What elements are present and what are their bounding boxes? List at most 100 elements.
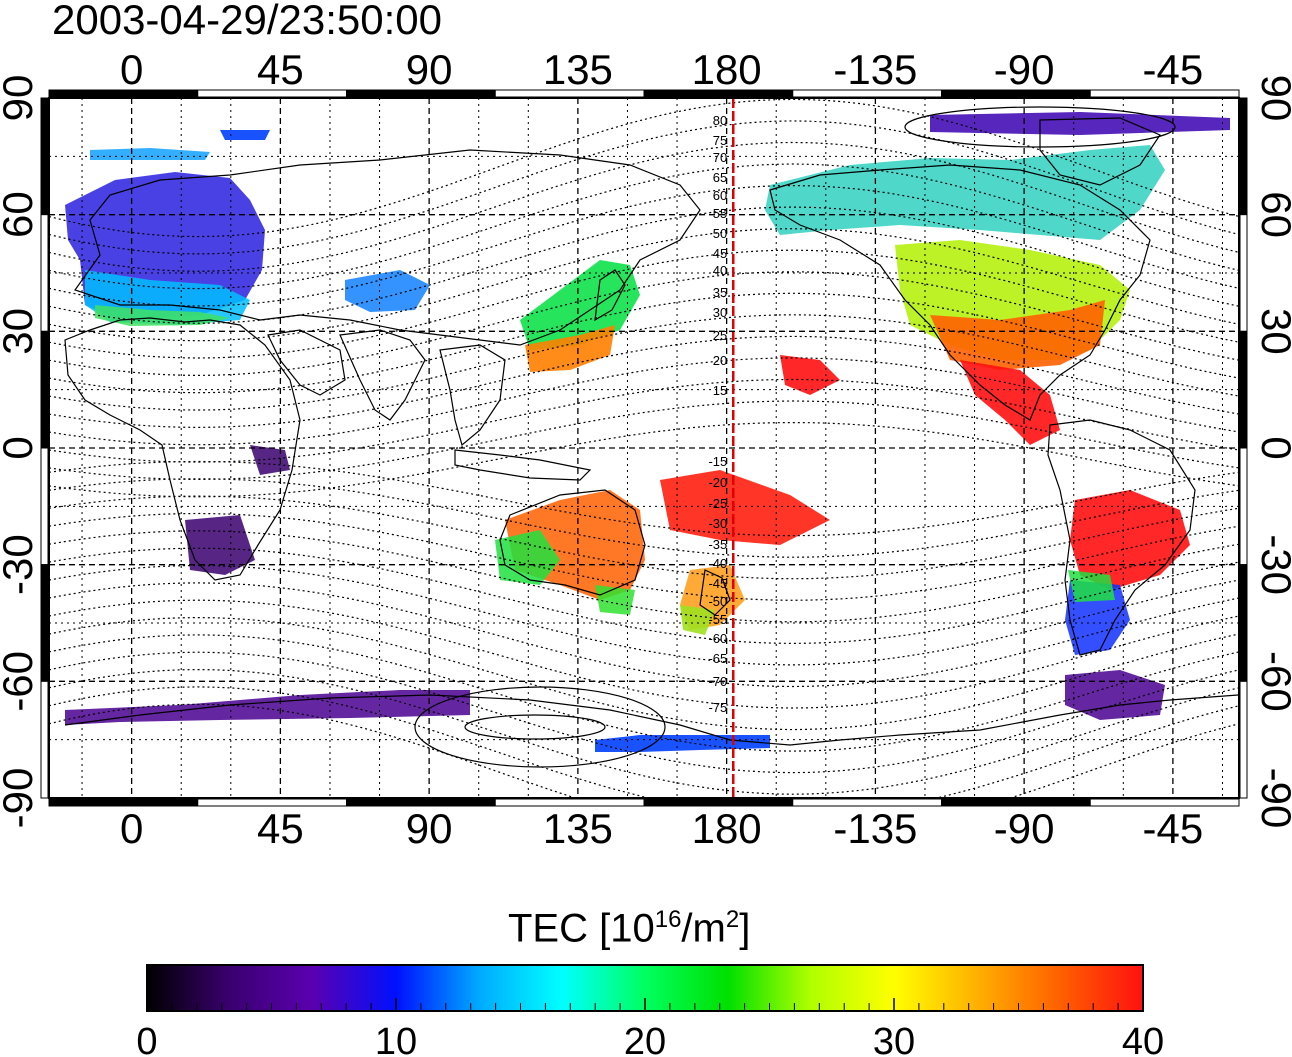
top-scale-bar: [1089, 89, 1240, 98]
left-scale-bar: [40, 564, 49, 682]
contour-label: -25: [708, 496, 727, 511]
colorbar-ticks: 0 10 20 30 40: [136, 998, 1164, 1057]
tec-region-australia-sw: [495, 530, 560, 585]
magnetic-contour: [49, 249, 1239, 359]
magnetic-contour: [49, 400, 1239, 481]
tec-region-africa-e: [250, 445, 290, 475]
lat-tick-right: -60: [1253, 651, 1292, 712]
contour-label: -65: [708, 651, 727, 666]
lat-tick-right: -90: [1253, 768, 1292, 829]
right-scale-bar: [1239, 97, 1248, 216]
tec-region-sa-mid: [1068, 570, 1115, 602]
contour-label: -50: [708, 594, 727, 609]
left-scale-bar: [40, 680, 49, 799]
magnetic-contour: [49, 686, 1239, 798]
colorbar: 0 10 20 30 40: [136, 964, 1164, 1057]
lon-tick-top: 135: [543, 46, 613, 93]
magnetic-contour: [49, 378, 1239, 463]
tec-region-usa-south: [930, 300, 1105, 370]
tec-region-canada: [765, 145, 1165, 240]
tec-region-pacific-s: [660, 470, 830, 545]
tec-data-layer: [65, 112, 1230, 752]
lon-tick-bottom: 90: [406, 805, 453, 852]
lon-tick-bottom: 135: [543, 805, 613, 852]
contour-label: 60: [713, 188, 727, 203]
contour-label: 55: [713, 206, 727, 221]
map-frame: [48, 97, 1240, 799]
contour-label: -55: [708, 612, 727, 627]
lat-tick-left: 0: [0, 436, 41, 459]
colorbar-title-exp: 16: [654, 906, 682, 933]
lon-tick-bottom: -45: [1143, 805, 1204, 852]
tec-region-japan-south: [525, 325, 615, 372]
lon-tick-bottom: -90: [994, 805, 1055, 852]
polar-loop: [464, 714, 606, 740]
magnetic-contour: [49, 460, 1239, 537]
contour-label: 45: [713, 246, 727, 261]
tec-region-central-america: [960, 360, 1060, 445]
tec-region-greenland: [90, 148, 210, 160]
lon-tick-top: 0: [120, 46, 143, 93]
lat-tick-left: -90: [0, 768, 41, 829]
colorbar-tick-label: 30: [873, 1021, 915, 1057]
tec-region-antarctica-w: [65, 690, 470, 725]
magnetic-contour: [49, 141, 1239, 272]
lat-tick-right: 30: [1253, 308, 1292, 355]
lon-tick-top: 45: [257, 46, 304, 93]
north-polar-loop: [904, 106, 1176, 148]
contour-label: -35: [708, 537, 727, 552]
contour-labels: 80 75 70 65 60 55 50 45 40 35 30 25 20 15 -15 -20 -25 -30…: [708, 113, 727, 715]
axis-scale-bars: [40, 89, 1248, 807]
bottom-scale-bar: [1089, 798, 1240, 807]
lat-tick-left: -30: [0, 534, 41, 595]
right-scale-bar: [1239, 330, 1248, 449]
coast-antarctica: [64, 694, 1239, 746]
right-scale-bar: [1239, 214, 1248, 332]
lon-tick-top: -45: [1143, 46, 1204, 93]
magnetic-contour: [49, 599, 1239, 709]
magnetic-contour: [49, 357, 1239, 446]
contour-label: -30: [708, 516, 727, 531]
magnetic-contour: [49, 495, 1239, 580]
lat-tick-left: 90: [0, 75, 41, 122]
lon-tick-bottom: 180: [692, 805, 762, 852]
contour-label: 50: [713, 226, 727, 241]
coast-nz: [699, 569, 731, 616]
magnetic-contour: [49, 98, 1239, 238]
contour-label: 70: [713, 150, 727, 165]
lon-tick-top: -135: [833, 46, 917, 93]
lat-tick-right: 60: [1253, 191, 1292, 238]
contour-label: -75: [708, 700, 727, 715]
colorbar-title-end: ]: [739, 906, 751, 951]
colorbar-tick-label: 20: [624, 1021, 666, 1057]
contour-label: -40: [708, 556, 727, 571]
magnetic-contour: [49, 271, 1239, 377]
tec-region-africa: [185, 515, 255, 575]
contour-label: -60: [708, 631, 727, 646]
colorbar-tick-label: 0: [136, 1021, 157, 1057]
lat-tick-right: -30: [1253, 534, 1292, 595]
coast-greenland: [1039, 117, 1161, 186]
coast-australia: [499, 489, 646, 596]
coast-eurasia: [74, 149, 701, 346]
coast-indonesia: [454, 449, 592, 481]
contour-label: 35: [713, 285, 727, 300]
left-scale-bar: [40, 330, 49, 449]
left-scale-bar: [40, 214, 49, 332]
polar-loop-outer: [414, 686, 666, 768]
lat-tick-left: 60: [0, 191, 41, 238]
contour-label: 15: [713, 383, 727, 398]
right-scale-bar: [1239, 564, 1248, 682]
tec-region-antarctica-s: [1065, 670, 1165, 720]
coast-seasia: [439, 344, 506, 447]
magnetic-contours: [49, 98, 1239, 798]
magnetic-contour: [49, 478, 1239, 558]
timestamp: 2003-04-29/23:50:00: [52, 0, 442, 43]
contour-label: -15: [708, 454, 727, 469]
lat-tick-left: -60: [0, 651, 41, 712]
colorbar-tick-label: 40: [1122, 1021, 1164, 1057]
contour-label: -70: [708, 674, 727, 689]
lon-tick-bottom: 45: [257, 805, 304, 852]
left-scale-bar: [40, 447, 49, 566]
